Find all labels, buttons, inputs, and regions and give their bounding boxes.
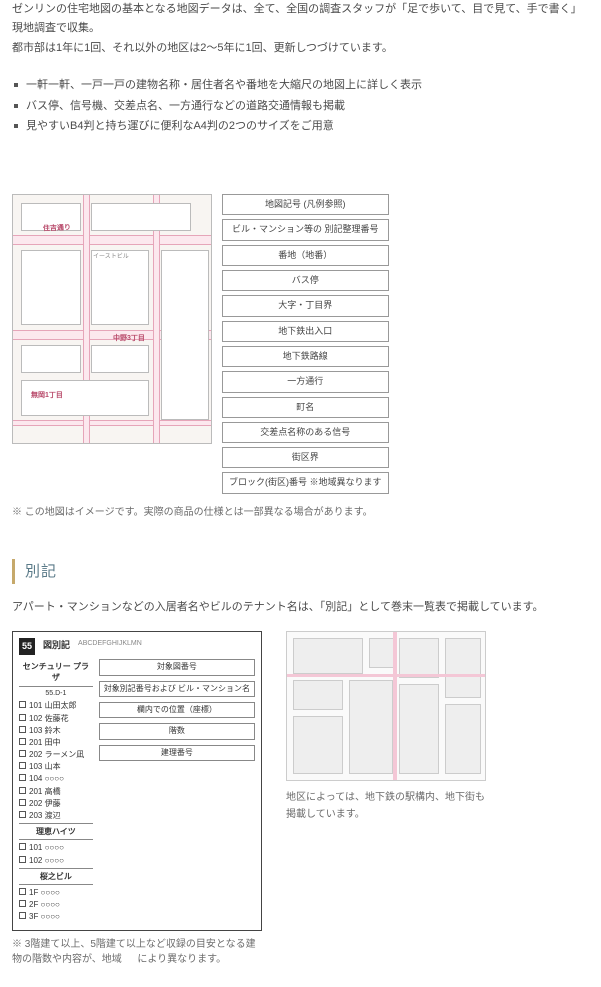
intro-text: ゼンリンの住宅地図の基本となる地図データは、全て、全国の調査スタッフが「足で歩い… — [0, 0, 601, 68]
legend-item: 地下鉄路線 — [222, 346, 389, 367]
card-tag: 建理番号 — [99, 745, 255, 761]
legend-item: ブロック(街区)番号 ※地域異なります — [222, 472, 389, 493]
legend-item: 地図記号 (凡例参照) — [222, 194, 389, 215]
appendix-right-column: 地区によっては、地下鉄の駅構内、地下街も掲載しています。 — [286, 631, 486, 823]
appendix-heading: 別記 — [12, 559, 589, 585]
station-note: 地区によっては、地下鉄の駅構内、地下街も掲載しています。 — [286, 789, 486, 823]
card-tag: 欄内での位置（座標） — [99, 702, 255, 718]
card-number: 55 — [19, 638, 35, 655]
sample-map-image: イーストビル 住吉通り 中野3丁目 無岡1丁目 — [12, 194, 212, 444]
appendix-card: 55 図別記 ABCDEFGHIJKLMN センチュリー プラザ 55.D-1 … — [12, 631, 262, 931]
station-map-image — [286, 631, 486, 781]
map-disclaimer: ※ この地図はイメージです。実際の商品の仕様とは一部異なる場合があります。 — [12, 504, 589, 521]
appendix-note: ※ 3階建て以上、5階建て以上など収録の目安となる建物の階数や内容が、地域 によ… — [12, 937, 262, 967]
intro-line2: 都市部は1年に1回、それ以外の地区は2～5年に1回、更新しつづけています。 — [12, 39, 589, 58]
legend-item: 地下鉄出入口 — [222, 321, 389, 342]
legend-item: 一方通行 — [222, 371, 389, 392]
legend-item: 番地（地番） — [222, 245, 389, 266]
feature-item: 見やすいB4判と持ち運びに便利なA4判の2つのサイズをご用意 — [12, 117, 589, 136]
card-tag: 階数 — [99, 723, 255, 739]
feature-item: バス停、信号機、交差点名、一方通行などの道路交通情報も掲載 — [12, 97, 589, 116]
legend-item: バス停 — [222, 270, 389, 291]
map-section: イーストビル 住吉通り 中野3丁目 無岡1丁目 地図記号 (凡例参照) ビル・マ… — [0, 154, 601, 529]
legend-item: 町名 — [222, 397, 389, 418]
intro-line1: ゼンリンの住宅地図の基本となる地図データは、全て、全国の調査スタッフが「足で歩い… — [12, 0, 589, 37]
legend-item: 大字・丁目界 — [222, 295, 389, 316]
card-tag: 対象別記番号および ビル・マンション名 — [99, 681, 255, 697]
legend-item: ビル・マンション等の 別記整理番号 — [222, 219, 389, 240]
legend-item: 交差点名称のある信号 — [222, 422, 389, 443]
legend-item: 街区界 — [222, 447, 389, 468]
map-legend: 地図記号 (凡例参照) ビル・マンション等の 別記整理番号 番地（地番） バス停… — [222, 194, 389, 494]
feature-item: 一軒一軒、一戸一戸の建物名称・居住者名や番地を大縮尺の地図上に詳しく表示 — [12, 76, 589, 95]
feature-list: 一軒一軒、一戸一戸の建物名称・居住者名や番地を大縮尺の地図上に詳しく表示 バス停… — [0, 68, 601, 154]
appendix-left-column: 55 図別記 ABCDEFGHIJKLMN センチュリー プラザ 55.D-1 … — [12, 631, 262, 967]
card-tag: 対象図番号 — [99, 659, 255, 675]
appendix-desc: アパート・マンションなどの入居者名やビルのテナント名は、「別記」として巻末一覧表… — [0, 598, 601, 631]
card-title: 図別記 — [43, 638, 70, 653]
